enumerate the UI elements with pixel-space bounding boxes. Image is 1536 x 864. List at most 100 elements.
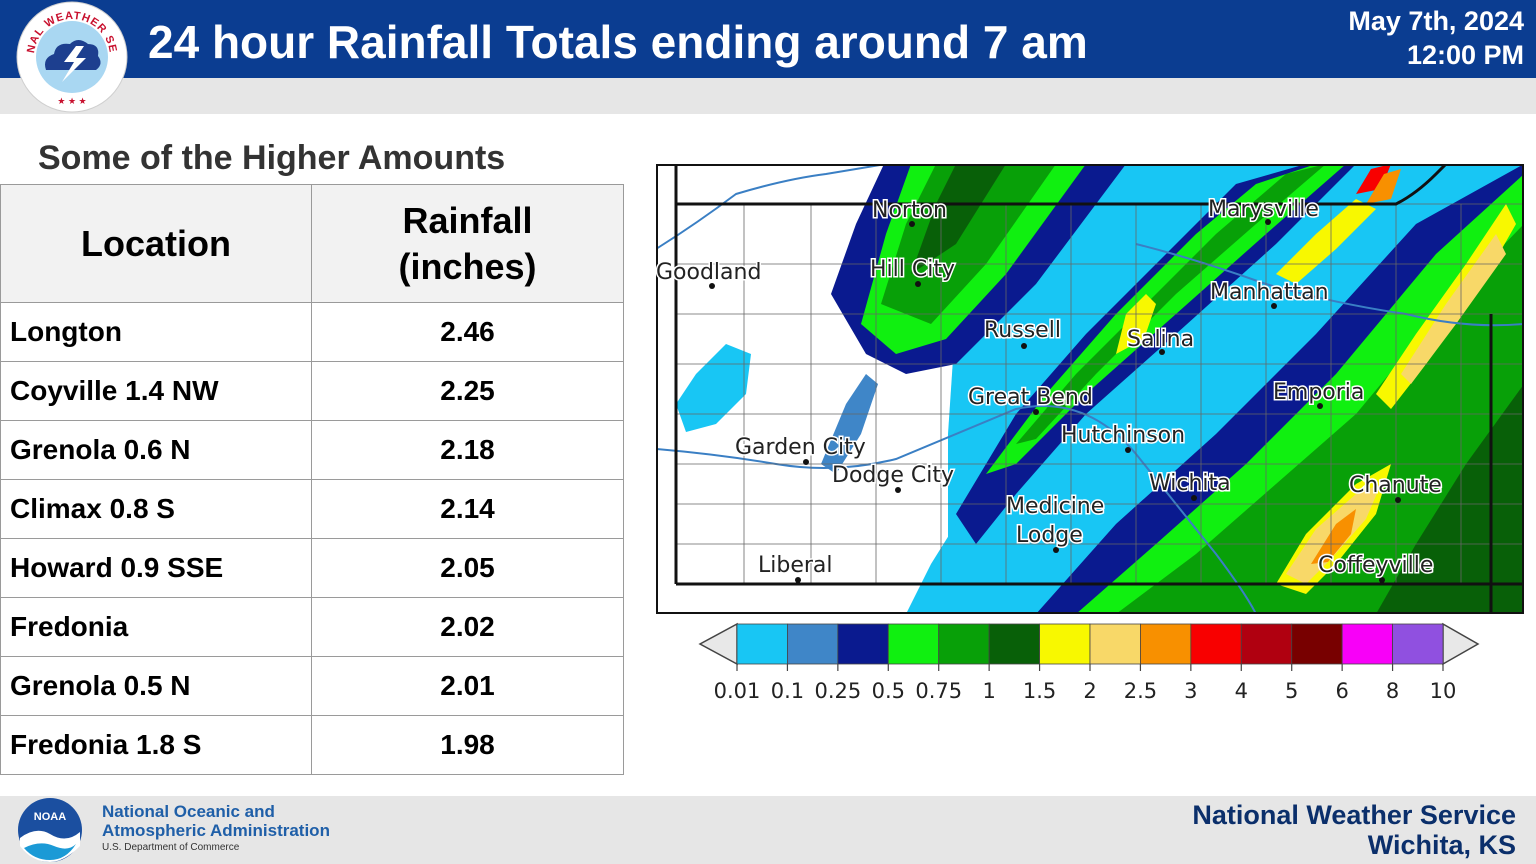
- colorbar-tick-label: 0.1: [771, 679, 804, 703]
- city-marker-hutchinson: [1125, 447, 1131, 453]
- table-subtitle: Some of the Higher Amounts: [38, 139, 506, 177]
- colorbar-swatch: [938, 623, 990, 665]
- colorbar-tick-label: 2: [1083, 679, 1096, 703]
- rain-spot-orange-southeast: [1311, 509, 1356, 564]
- location-cell: Fredonia 1.8 S: [0, 715, 312, 775]
- rainfall-cell: 2.14: [311, 479, 624, 539]
- colorbar-tick-label: 0.5: [872, 679, 905, 703]
- table-row: Howard 0.9 SSE 2.05: [0, 538, 624, 598]
- colorbar-arrow-low: [698, 622, 738, 666]
- colorbar-tick-label: 8: [1386, 679, 1399, 703]
- colorbar-tick-label: 10: [1430, 679, 1457, 703]
- location-cell: Longton: [0, 302, 312, 362]
- rainfall-cell: 1.98: [311, 715, 624, 775]
- city-marker-wichita: [1191, 495, 1197, 501]
- nws-logo: NATIONAL WEATHER SERVICE ★ ★ ★: [12, 0, 128, 113]
- colorbar-swatch: [1341, 623, 1393, 665]
- city-marker-coffeyville: [1379, 577, 1385, 583]
- colorbar-tick-label: 2.5: [1124, 679, 1157, 703]
- table-row: Fredonia 1.8 S 1.98: [0, 715, 624, 775]
- table-header-row: Location Rainfall (inches): [0, 184, 624, 303]
- city-marker-medicine-lodge: [1053, 547, 1059, 553]
- header-bar: [0, 0, 1536, 78]
- location-cell: Climax 0.8 S: [0, 479, 312, 539]
- rainfall-table: Location Rainfall (inches) Longton 2.46 …: [0, 184, 624, 775]
- colorbar-tick-label: 0.75: [915, 679, 962, 703]
- location-cell: Grenola 0.6 N: [0, 420, 312, 480]
- city-label-russell: Russell: [984, 318, 1061, 343]
- colorbar-tick-label: 3: [1184, 679, 1197, 703]
- colorbar-arrow-high: [1442, 622, 1480, 666]
- location-cell: Coyville 1.4 NW: [0, 361, 312, 421]
- colorbar-swatch: [837, 623, 889, 665]
- rainfall-colorbar: 0.01 0.1 0.25 0.5 0.75 1 1.5 2 2.5 3 4 5 6 8 10: [698, 622, 1480, 703]
- rain-band-deepgreen-northwest: [911, 166, 1005, 274]
- rainfall-cell: 2.18: [311, 420, 624, 480]
- city-marker-hill-city: [915, 281, 921, 287]
- rain-field-light-south: [907, 524, 956, 612]
- city-label-norton: Norton: [872, 198, 947, 223]
- location-column-header: Location: [0, 184, 312, 303]
- colorbar-swatches: [736, 623, 1444, 665]
- table-row: Coyville 1.4 NW 2.25: [0, 361, 624, 421]
- colorbar-swatch: [1291, 623, 1343, 665]
- colorbar-tick-label: 0.01: [714, 679, 761, 703]
- colorbar-swatch: [1240, 623, 1293, 665]
- colorbar-swatch: [736, 623, 788, 665]
- colorbar-swatch: [787, 623, 839, 665]
- city-marker-dodge-city: [895, 487, 901, 493]
- city-label-wichita: Wichita: [1149, 471, 1231, 496]
- rainfall-cell: 2.05: [311, 538, 624, 598]
- city-marker-liberal: [795, 577, 801, 583]
- location-cell: Howard 0.9 SSE: [0, 538, 312, 598]
- table-row: Climax 0.8 S 2.14: [0, 479, 624, 539]
- colorbar-tick-label: 1.5: [1023, 679, 1056, 703]
- city-marker-emporia: [1317, 403, 1323, 409]
- city-label-dodge-city: Dodge City: [832, 463, 954, 488]
- city-marker-russell: [1021, 343, 1027, 349]
- colorbar-tick-label: 6: [1335, 679, 1348, 703]
- city-label-garden-city: Garden City: [735, 435, 866, 460]
- page-title: 24 hour Rainfall Totals ending around 7 …: [148, 16, 1088, 68]
- colorbar-swatch: [1039, 623, 1091, 665]
- rain-band-green-central: [986, 166, 1344, 474]
- noaa-name-line2: Atmospheric Administration: [102, 821, 330, 840]
- city-label-coffeyville: Coffeyville: [1318, 553, 1433, 578]
- rainfall-column-header: Rainfall (inches): [311, 184, 624, 303]
- rain-band-blue-central: [956, 166, 1354, 544]
- rain-spot-orange-northeast: [1366, 169, 1401, 204]
- city-marker-salina: [1159, 349, 1165, 355]
- rainfall-cell: 2.01: [311, 656, 624, 716]
- rain-band-darkgreen-southeast: [1118, 226, 1522, 612]
- rain-band-darkgreen-central: [1016, 166, 1324, 444]
- colorbar-swatch: [1140, 623, 1192, 665]
- river-north: [658, 166, 881, 249]
- city-label-goodland: Goodland: [656, 260, 761, 285]
- table-row: Grenola 0.5 N 2.01: [0, 656, 624, 716]
- svg-text:NOAA: NOAA: [34, 811, 66, 823]
- city-labels: Norton Marysville Goodland Hill City Man…: [656, 196, 1443, 583]
- city-marker-manhattan: [1271, 303, 1277, 309]
- date-time: May 7th, 2024 12:00 PM: [1348, 4, 1524, 72]
- colorbar-tick-label: 0.25: [814, 679, 861, 703]
- city-marker-great-bend: [1033, 409, 1039, 415]
- city-marker-norton: [909, 221, 915, 227]
- city-marker-chanute: [1395, 497, 1401, 503]
- city-label-manhattan: Manhattan: [1210, 280, 1329, 305]
- city-label-marysville: Marysville: [1208, 197, 1319, 222]
- location-cell: Fredonia: [0, 597, 312, 657]
- city-label-salina: Salina: [1127, 327, 1194, 352]
- table-row: Longton 2.46: [0, 302, 624, 362]
- office-line1: National Weather Service: [1192, 800, 1516, 830]
- river-kansas: [1135, 243, 1522, 327]
- rain-field-light-central: [821, 374, 878, 474]
- noaa-name-line1: National Oceanic and: [102, 802, 275, 821]
- colorbar-swatch: [1190, 623, 1242, 665]
- office-line2: Wichita, KS: [1367, 830, 1516, 860]
- colorbar-tick-label: 5: [1285, 679, 1298, 703]
- colorbar-tick-labels: 0.01 0.1 0.25 0.5 0.75 1 1.5 2 2.5 3 4 5 6 8 10: [714, 679, 1457, 703]
- city-label-hutchinson: Hutchinson: [1061, 423, 1185, 448]
- noaa-department: U.S. Department of Commerce: [102, 842, 240, 853]
- city-label-emporia: Emporia: [1273, 380, 1364, 405]
- rainfall-cell: 2.25: [311, 361, 624, 421]
